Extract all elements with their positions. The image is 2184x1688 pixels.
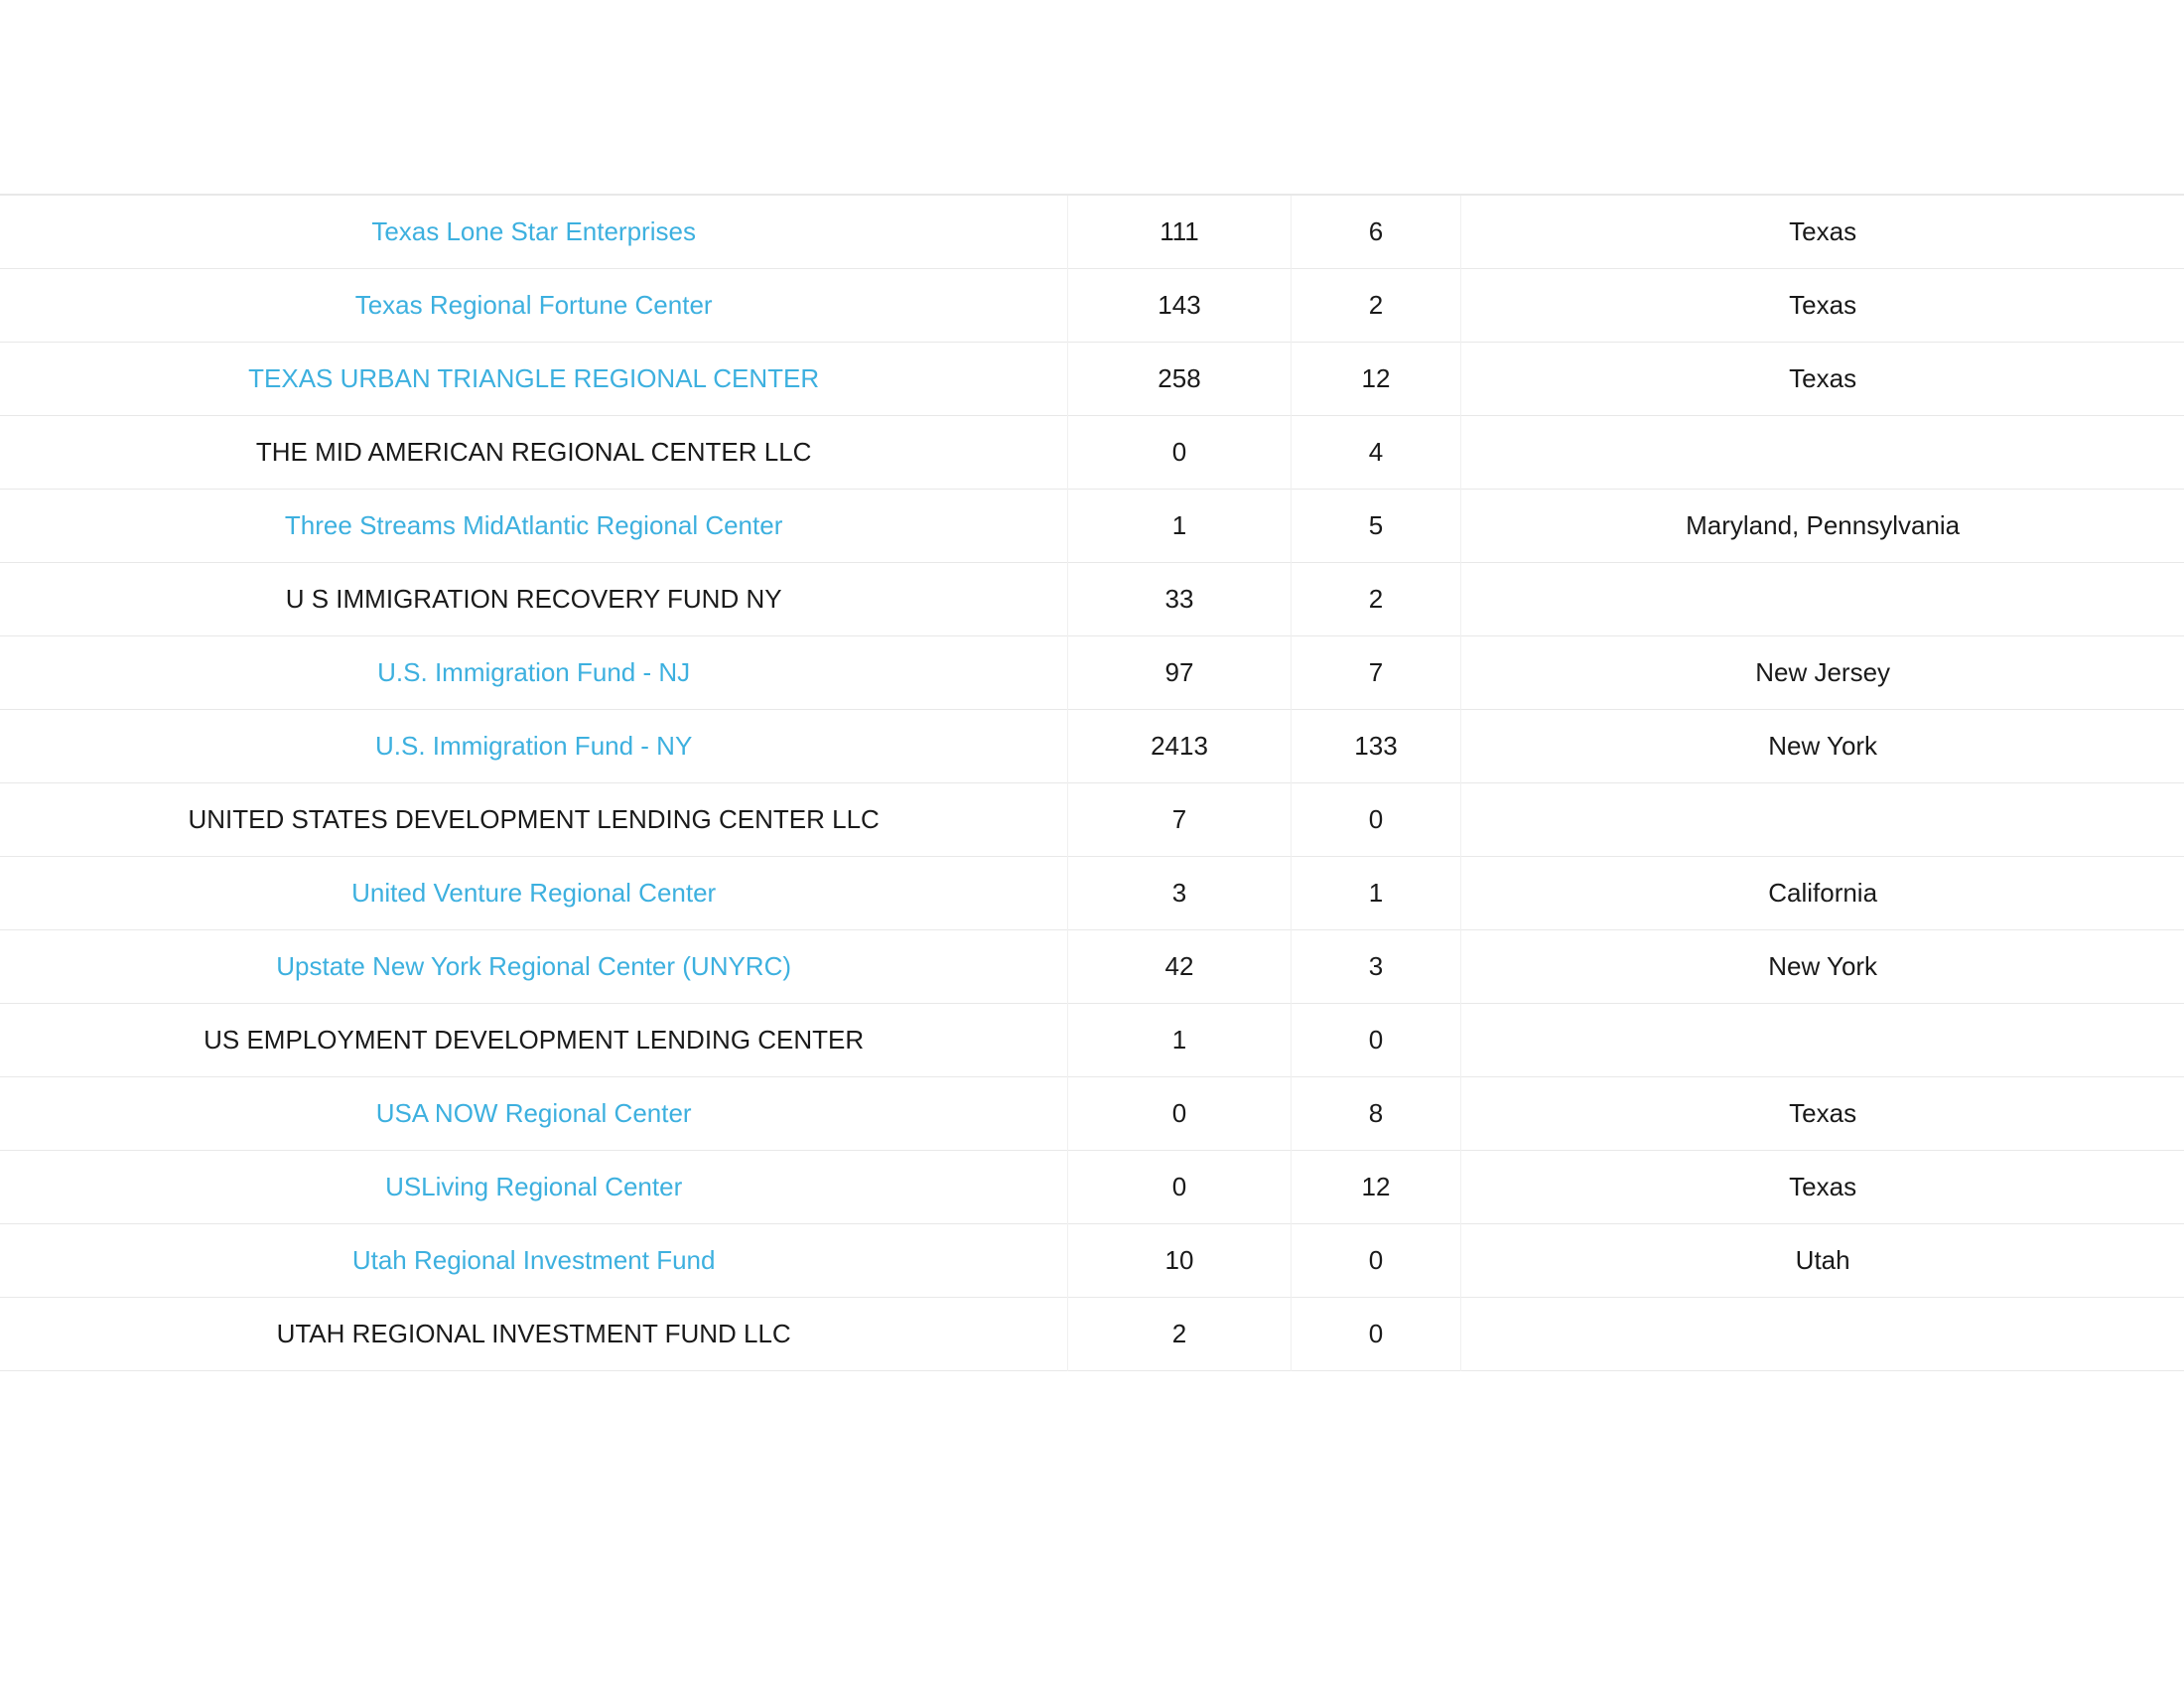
value-1-cell: 2 bbox=[1068, 1298, 1291, 1371]
value-1-cell: 3 bbox=[1068, 857, 1291, 930]
center-name-cell: U.S. Immigration Fund - NY bbox=[0, 710, 1068, 783]
center-name-link[interactable]: Texas Regional Fortune Center bbox=[355, 290, 713, 320]
table-row: USA NOW Regional Center 08Texas bbox=[0, 1077, 2184, 1151]
center-name-link[interactable]: TEXAS URBAN TRIANGLE REGIONAL CENTER bbox=[248, 363, 819, 393]
value-2-cell: 2 bbox=[1291, 563, 1461, 636]
center-name-text: U S IMMIGRATION RECOVERY FUND NY bbox=[286, 584, 782, 614]
state-cell bbox=[1461, 1004, 2184, 1077]
value-1-cell: 1 bbox=[1068, 1004, 1291, 1077]
table-row: Texas Lone Star Enterprises 1116Texas bbox=[0, 195, 2184, 269]
value-2-cell: 1 bbox=[1291, 857, 1461, 930]
value-2-cell: 2 bbox=[1291, 269, 1461, 343]
value-1-cell: 2413 bbox=[1068, 710, 1291, 783]
center-name-text: THE MID AMERICAN REGIONAL CENTER LLC bbox=[256, 437, 812, 467]
value-2-cell: 8 bbox=[1291, 1077, 1461, 1151]
value-2-cell: 0 bbox=[1291, 1224, 1461, 1298]
value-2-cell: 0 bbox=[1291, 783, 1461, 857]
state-cell bbox=[1461, 783, 2184, 857]
table-row: USLiving Regional Center 012Texas bbox=[0, 1151, 2184, 1224]
value-1-cell: 10 bbox=[1068, 1224, 1291, 1298]
table-row: U.S. Immigration Fund - NJ 977New Jersey bbox=[0, 636, 2184, 710]
value-1-cell: 7 bbox=[1068, 783, 1291, 857]
state-cell: Utah bbox=[1461, 1224, 2184, 1298]
center-name-link[interactable]: Texas Lone Star Enterprises bbox=[371, 216, 696, 246]
value-2-cell: 7 bbox=[1291, 636, 1461, 710]
table-row: US EMPLOYMENT DEVELOPMENT LENDING CENTER… bbox=[0, 1004, 2184, 1077]
table-row: THE MID AMERICAN REGIONAL CENTER LLC 04 bbox=[0, 416, 2184, 490]
center-name-link[interactable]: Three Streams MidAtlantic Regional Cente… bbox=[285, 510, 782, 540]
center-name-cell: Texas Lone Star Enterprises bbox=[0, 195, 1068, 269]
center-name-cell: United Venture Regional Center bbox=[0, 857, 1068, 930]
value-1-cell: 33 bbox=[1068, 563, 1291, 636]
center-name-cell: US EMPLOYMENT DEVELOPMENT LENDING CENTER bbox=[0, 1004, 1068, 1077]
center-name-cell: TEXAS URBAN TRIANGLE REGIONAL CENTER bbox=[0, 343, 1068, 416]
value-1-cell: 111 bbox=[1068, 195, 1291, 269]
center-name-text: US EMPLOYMENT DEVELOPMENT LENDING CENTER bbox=[204, 1025, 864, 1055]
table-row: Texas Regional Fortune Center 1432Texas bbox=[0, 269, 2184, 343]
table-row: U S IMMIGRATION RECOVERY FUND NY 332 bbox=[0, 563, 2184, 636]
center-name-cell: Three Streams MidAtlantic Regional Cente… bbox=[0, 490, 1068, 563]
state-cell: Texas bbox=[1461, 269, 2184, 343]
table-row: TEXAS URBAN TRIANGLE REGIONAL CENTER 2581… bbox=[0, 343, 2184, 416]
state-cell: New York bbox=[1461, 710, 2184, 783]
state-cell: California bbox=[1461, 857, 2184, 930]
value-2-cell: 12 bbox=[1291, 1151, 1461, 1224]
state-cell bbox=[1461, 416, 2184, 490]
center-name-link[interactable]: Upstate New York Regional Center (UNYRC) bbox=[276, 951, 791, 981]
value-2-cell: 4 bbox=[1291, 416, 1461, 490]
table-row: UNITED STATES DEVELOPMENT LENDING CENTER… bbox=[0, 783, 2184, 857]
center-name-cell: Upstate New York Regional Center (UNYRC) bbox=[0, 930, 1068, 1004]
value-1-cell: 0 bbox=[1068, 1077, 1291, 1151]
center-name-cell: Texas Regional Fortune Center bbox=[0, 269, 1068, 343]
state-cell: New Jersey bbox=[1461, 636, 2184, 710]
value-1-cell: 258 bbox=[1068, 343, 1291, 416]
state-cell: New York bbox=[1461, 930, 2184, 1004]
state-cell: Texas bbox=[1461, 1151, 2184, 1224]
table-row: Upstate New York Regional Center (UNYRC)… bbox=[0, 930, 2184, 1004]
center-name-text: UTAH REGIONAL INVESTMENT FUND LLC bbox=[277, 1319, 791, 1348]
center-name-link[interactable]: U.S. Immigration Fund - NJ bbox=[377, 657, 690, 687]
table-row: UTAH REGIONAL INVESTMENT FUND LLC 20 bbox=[0, 1298, 2184, 1371]
value-2-cell: 3 bbox=[1291, 930, 1461, 1004]
center-name-link[interactable]: United Venture Regional Center bbox=[351, 878, 716, 908]
center-name-cell: Utah Regional Investment Fund bbox=[0, 1224, 1068, 1298]
state-cell: Maryland, Pennsylvania bbox=[1461, 490, 2184, 563]
regional-center-table: Texas Lone Star Enterprises1116TexasTexa… bbox=[0, 194, 2184, 1371]
state-cell: Texas bbox=[1461, 343, 2184, 416]
regional-center-table-container: Texas Lone Star Enterprises1116TexasTexa… bbox=[0, 194, 2184, 1371]
value-1-cell: 0 bbox=[1068, 1151, 1291, 1224]
value-1-cell: 42 bbox=[1068, 930, 1291, 1004]
center-name-cell: U.S. Immigration Fund - NJ bbox=[0, 636, 1068, 710]
value-2-cell: 0 bbox=[1291, 1298, 1461, 1371]
center-name-link[interactable]: U.S. Immigration Fund - NY bbox=[375, 731, 692, 761]
table-row: Utah Regional Investment Fund 100Utah bbox=[0, 1224, 2184, 1298]
table-body: Texas Lone Star Enterprises1116TexasTexa… bbox=[0, 195, 2184, 1371]
value-2-cell: 6 bbox=[1291, 195, 1461, 269]
center-name-cell: THE MID AMERICAN REGIONAL CENTER LLC bbox=[0, 416, 1068, 490]
center-name-cell: UNITED STATES DEVELOPMENT LENDING CENTER… bbox=[0, 783, 1068, 857]
center-name-cell: U S IMMIGRATION RECOVERY FUND NY bbox=[0, 563, 1068, 636]
value-2-cell: 12 bbox=[1291, 343, 1461, 416]
value-2-cell: 133 bbox=[1291, 710, 1461, 783]
center-name-link[interactable]: USLiving Regional Center bbox=[385, 1172, 682, 1201]
value-1-cell: 0 bbox=[1068, 416, 1291, 490]
center-name-cell: USLiving Regional Center bbox=[0, 1151, 1068, 1224]
table-row: U.S. Immigration Fund - NY 2413133New Yor… bbox=[0, 710, 2184, 783]
center-name-link[interactable]: Utah Regional Investment Fund bbox=[352, 1245, 716, 1275]
center-name-cell: UTAH REGIONAL INVESTMENT FUND LLC bbox=[0, 1298, 1068, 1371]
state-cell bbox=[1461, 1298, 2184, 1371]
value-2-cell: 0 bbox=[1291, 1004, 1461, 1077]
value-1-cell: 1 bbox=[1068, 490, 1291, 563]
value-1-cell: 97 bbox=[1068, 636, 1291, 710]
center-name-cell: USA NOW Regional Center bbox=[0, 1077, 1068, 1151]
center-name-link[interactable]: USA NOW Regional Center bbox=[376, 1098, 692, 1128]
table-row: United Venture Regional Center 31Californ… bbox=[0, 857, 2184, 930]
state-cell bbox=[1461, 563, 2184, 636]
value-1-cell: 143 bbox=[1068, 269, 1291, 343]
state-cell: Texas bbox=[1461, 195, 2184, 269]
value-2-cell: 5 bbox=[1291, 490, 1461, 563]
center-name-text: UNITED STATES DEVELOPMENT LENDING CENTER… bbox=[188, 804, 879, 834]
state-cell: Texas bbox=[1461, 1077, 2184, 1151]
table-row: Three Streams MidAtlantic Regional Cente… bbox=[0, 490, 2184, 563]
